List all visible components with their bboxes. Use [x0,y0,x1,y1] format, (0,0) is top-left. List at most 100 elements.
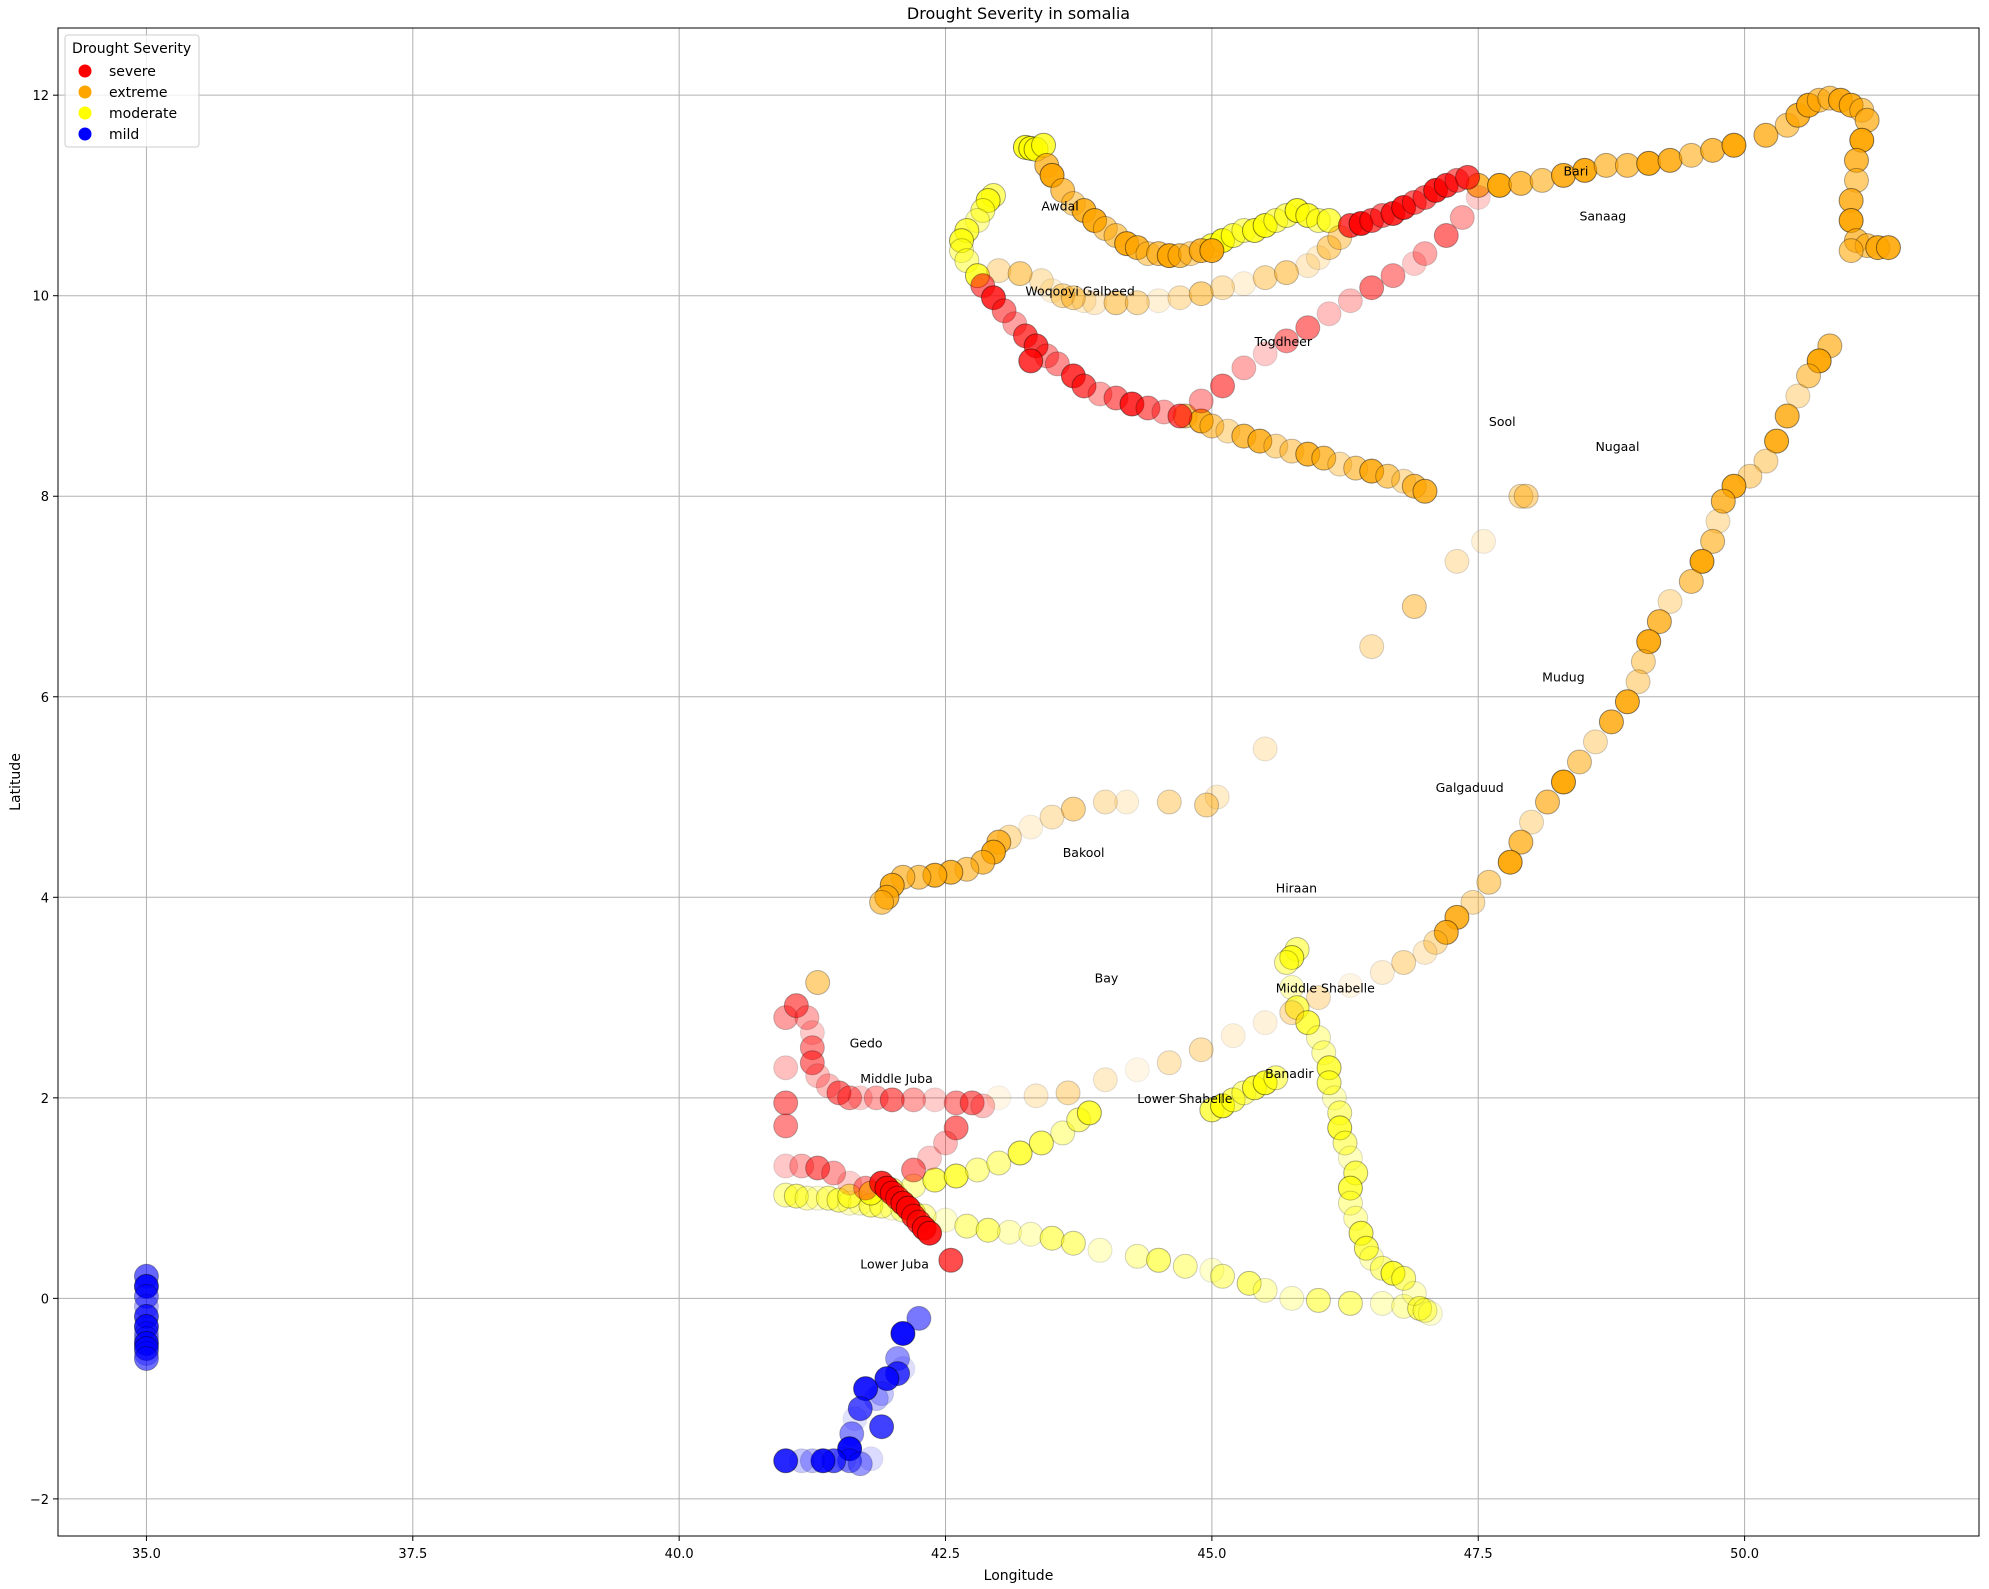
point-extreme [1700,137,1726,163]
legend: Drought Severity severe extreme moderate mi… [64,34,200,148]
point-moderate [1401,1280,1427,1306]
region-label: Bay [1095,971,1119,986]
point-severe [1210,373,1236,399]
point-severe [826,1080,852,1106]
y-tick-label: 4 [41,891,49,906]
point-moderate [948,228,974,254]
point-extreme [1875,235,1901,261]
legend-label-extreme: extreme [109,85,167,101]
region-label: Bari [1563,163,1588,178]
point-extreme [1103,290,1129,316]
point-extreme [986,1085,1012,1111]
point-severe [922,1087,948,1113]
legend-entries: severe extreme moderate mild [78,64,177,143]
region-label: Nugaal [1595,439,1639,454]
point-moderate [954,1213,980,1239]
point-severe [773,1113,799,1139]
point-severe [943,1115,969,1141]
point-extreme [1050,283,1076,309]
point-extreme [1678,142,1704,168]
point-severe [799,1050,825,1076]
point-mild [906,1305,932,1331]
point-moderate [1337,1175,1363,1201]
legend-marker-severe [78,64,92,78]
point-extreme [1614,689,1640,715]
point-extreme [1092,1067,1118,1093]
point-extreme [1753,448,1779,474]
point-moderate [964,1157,990,1183]
x-tick-label: 50.0 [1730,1547,1759,1562]
point-severe [847,1085,873,1111]
point-severe [837,1085,863,1111]
point-severe [1071,373,1097,399]
y-tick-label: 12 [32,89,49,104]
point-moderate [1337,1290,1363,1316]
legend-label-mild: mild [109,127,139,143]
region-label: Galgaduud [1436,780,1504,795]
point-severe [794,1005,820,1031]
point-severe [1433,223,1459,249]
x-axis-title: Longitude [984,1568,1054,1584]
point-extreme [1423,929,1449,955]
point-extreme [1550,769,1576,795]
legend-marker-moderate [78,106,92,120]
point-extreme [1689,548,1715,574]
point-extreme [1764,428,1790,454]
point-extreme [1710,488,1736,514]
point-severe [917,1145,943,1171]
point-moderate [1407,1295,1433,1321]
point-severe [1380,263,1406,289]
point-severe [933,1130,959,1156]
point-moderate [1369,1290,1395,1316]
point-extreme [1273,260,1299,286]
point-mild [842,1406,868,1432]
point-extreme [1023,1083,1049,1109]
y-tick-label: 0 [41,1292,49,1307]
point-severe [773,1055,799,1081]
legend-marker-extreme [78,85,92,99]
legend-title: Drought Severity [72,41,191,57]
point-extreme [1114,789,1140,815]
point-extreme [1252,265,1278,291]
point-extreme [1636,629,1662,655]
point-moderate [1076,1100,1102,1126]
point-extreme [1231,271,1257,297]
point-extreme [1124,290,1150,316]
point-extreme [1401,594,1427,620]
point-extreme [1295,253,1321,279]
point-mild [133,1346,159,1372]
point-severe [1231,355,1257,381]
point-extreme [1593,152,1619,178]
point-extreme [1460,889,1486,915]
point-extreme [1252,1010,1278,1036]
point-extreme [1337,973,1363,999]
point-severe [1455,164,1481,190]
point-extreme [1657,589,1683,615]
point-mild [799,1448,825,1474]
point-extreme [1625,669,1651,695]
point-moderate [1359,1245,1385,1271]
point-extreme [1305,985,1331,1011]
x-tick-label: 45.0 [1197,1547,1226,1562]
point-extreme [1156,1050,1182,1076]
point-moderate [1279,1285,1305,1311]
y-tick-label: −2 [30,1493,49,1508]
point-moderate [1337,1190,1363,1216]
point-mild [874,1366,900,1392]
point-moderate [1273,949,1299,975]
point-extreme [1508,483,1534,509]
point-severe [773,1090,799,1116]
point-moderate [1018,1221,1044,1247]
point-extreme [1497,849,1523,875]
point-extreme [1359,634,1385,660]
x-tick-label: 35.0 [132,1547,161,1562]
point-severe [799,1020,825,1046]
point-extreme [1753,122,1779,148]
point-extreme [1199,413,1225,439]
point-moderate [1305,1025,1331,1051]
point-severe [1359,275,1385,301]
point-severe [901,1087,927,1113]
region-label: Middle Juba [860,1071,932,1086]
